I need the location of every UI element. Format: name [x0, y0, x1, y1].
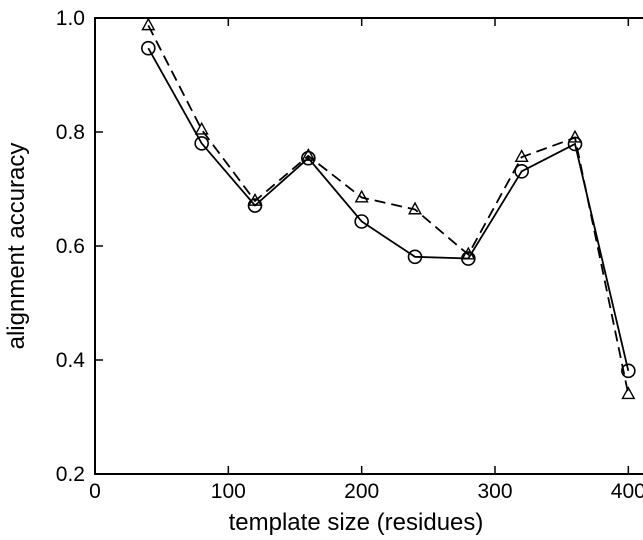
plot-frame [94, 17, 643, 475]
x-tick-label: 400 [611, 480, 643, 503]
circle-marker [621, 363, 636, 379]
y-tick-label: 0.4 [56, 349, 86, 372]
triangle-marker [514, 149, 529, 163]
triangle-marker [194, 121, 209, 135]
x-axis-title: template size (residues) [229, 509, 484, 536]
circle-marker [407, 249, 423, 265]
y-tick-label: 1.0 [56, 7, 85, 30]
series-layer [141, 17, 636, 400]
x-tick-label: 100 [211, 480, 246, 503]
series-line-1 [147, 47, 630, 372]
circle-marker [301, 150, 316, 166]
triangle-marker [354, 189, 369, 203]
triangle-marker [247, 193, 263, 206]
circle-marker [514, 164, 529, 179]
y-tick-label: 0.8 [56, 121, 85, 144]
circle-marker [194, 136, 209, 151]
axis-ticks: 0 100 200 300 400 0.2 0.4 0.6 0.8 1.0 [56, 7, 643, 503]
series-line-2 [147, 24, 630, 395]
triangle-marker [407, 201, 423, 215]
triangle-marker [567, 129, 583, 143]
triangle-marker [141, 17, 156, 31]
y-axis-title: alignment accuracy [3, 143, 30, 350]
circle-marker [141, 40, 156, 56]
triangle-marker [621, 386, 636, 400]
triangle-marker [461, 246, 476, 260]
x-tick-label: 0 [89, 480, 101, 503]
y-tick-label: 0.2 [56, 463, 85, 486]
circle-marker [354, 214, 369, 229]
x-tick-label: 300 [477, 480, 512, 503]
triangle-marker [301, 147, 316, 161]
y-tick-label: 0.6 [56, 235, 85, 258]
x-tick-label: 200 [344, 480, 379, 503]
